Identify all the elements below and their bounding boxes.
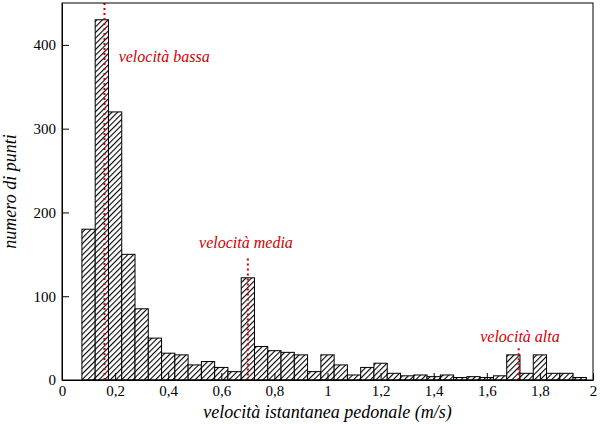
x-tick: 1,6 (478, 373, 497, 399)
x-tick-label: 1,2 (372, 383, 391, 399)
histogram-bar (82, 229, 95, 380)
chart: 0 0,2 0,4 0,6 0,8 1 1,2 1,4 1,6 1,8 2 0 100 200 300 400… (0, 0, 600, 424)
histogram-bar (254, 346, 267, 380)
x-tick-label: 0,6 (212, 383, 231, 399)
histogram-bar (135, 309, 148, 380)
histogram-bar (294, 355, 307, 380)
x-tick-label: 1,6 (478, 383, 497, 399)
y-tick-mark (62, 45, 69, 46)
y-tick-label: 100 (34, 289, 57, 305)
histogram-bar (215, 367, 228, 380)
y-tick: 200 (34, 205, 70, 221)
histogram-bar (334, 365, 347, 380)
y-tick-label: 300 (34, 121, 57, 137)
histogram-bar (188, 365, 201, 380)
histogram-bar (347, 375, 360, 380)
annotation-line (247, 259, 249, 380)
histogram-bar (148, 338, 161, 380)
histogram-bar (321, 355, 334, 380)
histogram-bar (547, 373, 560, 380)
x-axis: 0 0,2 0,4 0,6 0,8 1 1,2 1,4 1,6 1,8 2 (59, 373, 598, 399)
x-tick-mark (487, 373, 488, 380)
y-tick-mark (62, 212, 69, 213)
histogram-bar (374, 363, 387, 380)
y-tick-label: 0 (49, 372, 57, 388)
annotation-line (103, 3, 105, 380)
histogram-bar (401, 376, 414, 380)
x-tick-mark (274, 373, 275, 380)
x-tick-label: 2 (590, 383, 598, 399)
x-tick: 1,2 (372, 373, 391, 399)
y-tick: 100 (34, 289, 70, 305)
x-tick: 2 (590, 373, 598, 399)
y-tick: 0 (49, 372, 70, 388)
histogram-bar (414, 375, 427, 380)
x-tick-label: 1,8 (531, 383, 550, 399)
annotation: velocità alta (480, 328, 560, 345)
y-tick-mark (62, 296, 69, 297)
y-tick-mark (62, 380, 69, 381)
y-axis-title: numero di punti (0, 134, 20, 248)
x-tick: 1,8 (531, 373, 550, 399)
y-axis-line (62, 4, 63, 381)
histogram-bar (175, 355, 188, 380)
x-tick: 1 (324, 373, 332, 399)
plot: 0 0,2 0,4 0,6 0,8 1 1,2 1,4 1,6 1,8 2 0 100 200 300 400… (34, 3, 598, 399)
x-tick-label: 1,4 (425, 383, 444, 399)
histogram-bar (108, 112, 121, 380)
annotation-lines (104, 3, 518, 380)
annotation: velocità bassa (119, 48, 210, 65)
histogram-bar (228, 372, 241, 380)
x-tick: 0,6 (212, 373, 231, 399)
x-tick-label: 0,2 (106, 383, 125, 399)
histogram-bar (387, 373, 400, 380)
y-tick-label: 200 (34, 205, 57, 221)
x-tick-mark (593, 373, 594, 380)
annotation: velocità media (199, 234, 293, 251)
x-tick-label: 0,4 (159, 383, 178, 399)
plot-frame (62, 3, 593, 380)
histogram-bar (122, 254, 135, 380)
x-tick-label: 0 (59, 383, 67, 399)
histogram-bar (281, 352, 294, 380)
x-tick-label: 1 (324, 383, 332, 399)
x-tick-mark (221, 373, 222, 380)
histogram-bar (467, 377, 480, 380)
histogram-bar (533, 355, 546, 380)
x-axis-title: velocità istantanea pedonale (m/s) (203, 402, 451, 423)
x-axis-line (63, 380, 594, 381)
x-tick: 0,2 (106, 373, 125, 399)
x-tick-mark (168, 373, 169, 380)
bars (82, 20, 586, 380)
x-tick: 1,4 (425, 373, 444, 399)
x-tick-label: 0,8 (266, 383, 285, 399)
x-tick: 0,4 (159, 373, 178, 399)
y-tick: 300 (34, 121, 70, 137)
x-tick-mark (434, 373, 435, 380)
histogram-bar (520, 373, 533, 380)
histogram-bar (201, 362, 214, 380)
histogram-bar (95, 20, 108, 380)
histogram-bar (560, 373, 573, 380)
x-tick-mark (115, 373, 116, 380)
histogram-bar (361, 367, 374, 380)
histogram-bar (493, 376, 506, 380)
x-tick-mark (381, 373, 382, 380)
y-tick: 400 (34, 37, 70, 53)
y-tick-mark (62, 129, 69, 130)
x-tick-mark (328, 373, 329, 380)
y-axis: 0 100 200 300 400 (34, 4, 70, 389)
y-tick-label: 400 (34, 37, 57, 53)
histogram-bar (268, 351, 281, 380)
x-tick: 0,8 (266, 373, 285, 399)
histogram-bar (440, 375, 453, 380)
annotation-line (518, 348, 520, 380)
histogram-bar (308, 372, 321, 380)
histogram-bar (162, 353, 175, 380)
x-tick-mark (540, 373, 541, 380)
